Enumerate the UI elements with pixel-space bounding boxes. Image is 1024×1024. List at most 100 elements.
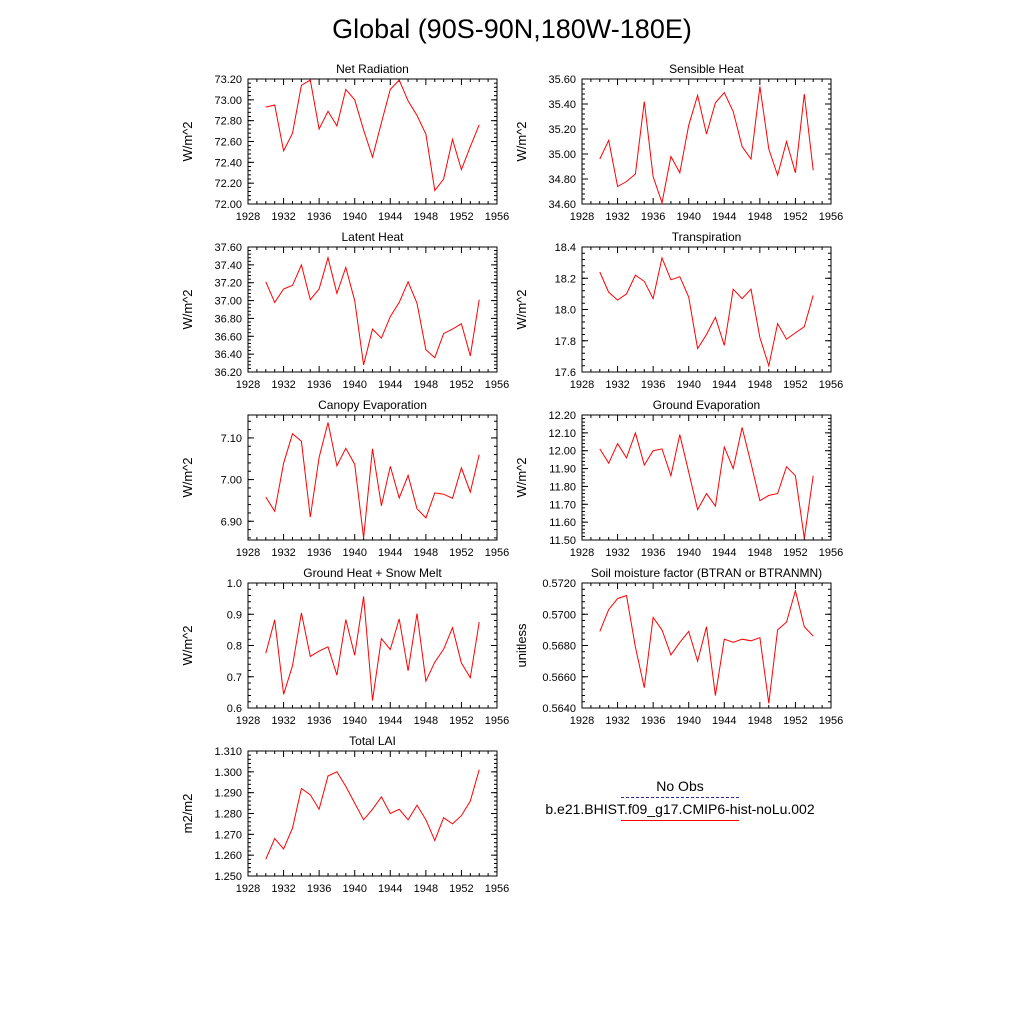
y-tick-label: 0.9 xyxy=(227,609,242,621)
x-tick-label: 1948 xyxy=(414,379,438,391)
y-tick-label: 1.260 xyxy=(214,850,242,862)
y-tick-label: 1.310 xyxy=(214,746,242,758)
x-tick-label: 1928 xyxy=(236,547,260,559)
y-tick-label: 35.20 xyxy=(548,124,576,136)
x-tick-label: 1956 xyxy=(819,379,843,391)
x-tick-label: 1944 xyxy=(378,211,402,223)
y-tick-label: 36.20 xyxy=(214,367,242,379)
x-tick-label: 1944 xyxy=(712,211,736,223)
x-tick-label: 1948 xyxy=(748,547,772,559)
y-tick-label: 1.0 xyxy=(227,578,242,590)
chart-panel-3: Transpiration W/m^2 1928 1932 1936 1940 1944 19… xyxy=(514,230,843,391)
series-line xyxy=(265,769,480,860)
x-tick-label: 1936 xyxy=(307,547,331,559)
chart-title: Total LAI xyxy=(349,734,396,748)
x-tick-label: 1952 xyxy=(783,211,807,223)
plot-frame xyxy=(247,78,498,205)
x-tick-label: 1940 xyxy=(342,883,366,895)
y-tick-label: 11.70 xyxy=(549,499,576,511)
chart-panel-4: Canopy Evaporation W/m^2 1928 1932 1936 1940 1… xyxy=(180,398,509,559)
plot-frame xyxy=(247,246,498,373)
y-tick-label: 11.90 xyxy=(549,464,576,476)
y-tick-label: 0.5720 xyxy=(542,578,576,590)
x-tick-label: 1944 xyxy=(712,715,736,727)
plot-frame xyxy=(247,414,498,541)
plot-frame xyxy=(247,750,498,877)
y-tick-label: 11.60 xyxy=(549,517,576,529)
chart-title: Sensible Heat xyxy=(669,62,744,76)
x-tick-label: 1932 xyxy=(271,883,295,895)
x-tick-label: 1952 xyxy=(783,715,807,727)
x-tick-label: 1944 xyxy=(712,547,736,559)
x-tick-label: 1936 xyxy=(641,547,665,559)
y-tick-label: 1.300 xyxy=(214,767,242,779)
y-tick-label: 36.60 xyxy=(214,331,242,343)
y-tick-label: 1.250 xyxy=(214,871,242,883)
x-tick-label: 1936 xyxy=(307,715,331,727)
x-tick-label: 1928 xyxy=(570,715,594,727)
plot-frame xyxy=(581,582,832,709)
y-tick-label: 34.60 xyxy=(548,199,576,211)
y-tick-label: 0.5680 xyxy=(542,641,576,653)
y-tick-label: 35.60 xyxy=(548,74,576,86)
x-tick-label: 1956 xyxy=(819,211,843,223)
y-tick-label: 0.7 xyxy=(227,672,242,684)
y-tick-label: 35.00 xyxy=(548,149,576,161)
x-tick-label: 1928 xyxy=(236,715,260,727)
x-tick-label: 1956 xyxy=(485,211,509,223)
x-tick-label: 1936 xyxy=(307,379,331,391)
x-tick-label: 1952 xyxy=(449,883,473,895)
y-axis-label: W/m^2 xyxy=(180,289,195,329)
chart-panel-6: Ground Heat + Snow Melt W/m^2 1928 1932 1936… xyxy=(180,566,509,727)
chart-title: Transpiration xyxy=(672,230,742,244)
x-tick-label: 1936 xyxy=(641,715,665,727)
y-axis-label: W/m^2 xyxy=(180,457,195,497)
y-tick-label: 11.80 xyxy=(549,481,576,493)
y-tick-label: 73.00 xyxy=(214,95,242,107)
y-axis-label: unitless xyxy=(514,623,529,668)
y-axis-label: W/m^2 xyxy=(514,289,529,329)
y-tick-label: 37.60 xyxy=(214,242,242,254)
legend: No Obs b.e21.BHIST.f09_g17.CMIP6-hist-no… xyxy=(520,778,840,824)
x-tick-label: 1956 xyxy=(819,547,843,559)
y-axis-label: W/m^2 xyxy=(514,121,529,161)
x-tick-label: 1956 xyxy=(819,715,843,727)
x-tick-label: 1936 xyxy=(307,883,331,895)
y-tick-label: 36.80 xyxy=(214,313,242,325)
x-tick-label: 1944 xyxy=(378,379,402,391)
chart-title: Canopy Evaporation xyxy=(318,398,427,412)
series-line xyxy=(265,422,480,538)
y-axis-label: W/m^2 xyxy=(180,625,195,665)
x-tick-label: 1932 xyxy=(271,715,295,727)
series-line xyxy=(265,255,480,366)
chart-title: Ground Evaporation xyxy=(653,398,760,412)
legend-model-label: b.e21.BHIST.f09_g17.CMIP6-hist-noLu.002 xyxy=(545,801,815,817)
chart-title: Net Radiation xyxy=(336,62,409,76)
x-tick-label: 1940 xyxy=(676,547,700,559)
y-tick-label: 12.10 xyxy=(548,428,576,440)
chart-panel-0: Net Radiation W/m^2 1928 1932 1936 1940 1944 19… xyxy=(180,62,509,223)
y-axis-label: m2/m2 xyxy=(180,794,195,834)
x-tick-label: 1940 xyxy=(676,211,700,223)
chart-title: Soil moisture factor (BTRAN or BTRANMN) xyxy=(591,566,822,580)
x-tick-label: 1948 xyxy=(748,715,772,727)
y-tick-label: 0.5660 xyxy=(542,672,576,684)
x-tick-label: 1928 xyxy=(570,547,594,559)
y-tick-label: 18.2 xyxy=(555,273,576,285)
x-tick-label: 1932 xyxy=(271,211,295,223)
plot-frame xyxy=(581,414,832,541)
y-tick-label: 0.5640 xyxy=(542,703,576,715)
x-tick-label: 1948 xyxy=(414,715,438,727)
legend-model-line xyxy=(621,820,739,821)
y-tick-label: 37.00 xyxy=(214,296,242,308)
x-tick-label: 1952 xyxy=(783,547,807,559)
y-tick-label: 0.6 xyxy=(227,703,242,715)
y-tick-label: 1.270 xyxy=(214,829,242,841)
x-tick-label: 1956 xyxy=(485,547,509,559)
series-line xyxy=(599,588,814,704)
x-tick-label: 1936 xyxy=(641,379,665,391)
y-tick-label: 36.40 xyxy=(214,349,242,361)
x-tick-label: 1932 xyxy=(605,379,629,391)
x-tick-label: 1956 xyxy=(485,379,509,391)
